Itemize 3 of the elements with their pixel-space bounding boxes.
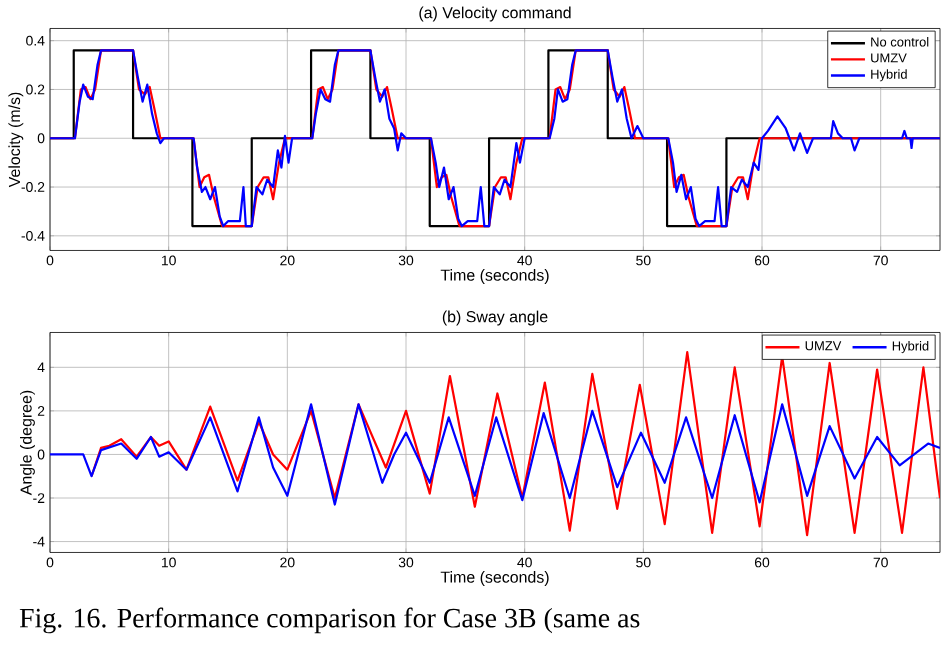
line-series — [90, 350, 941, 536]
line-series — [50, 403, 941, 506]
caption: Fig. 16. Performance comparison for Case 3B (same as — [19, 607, 640, 634]
